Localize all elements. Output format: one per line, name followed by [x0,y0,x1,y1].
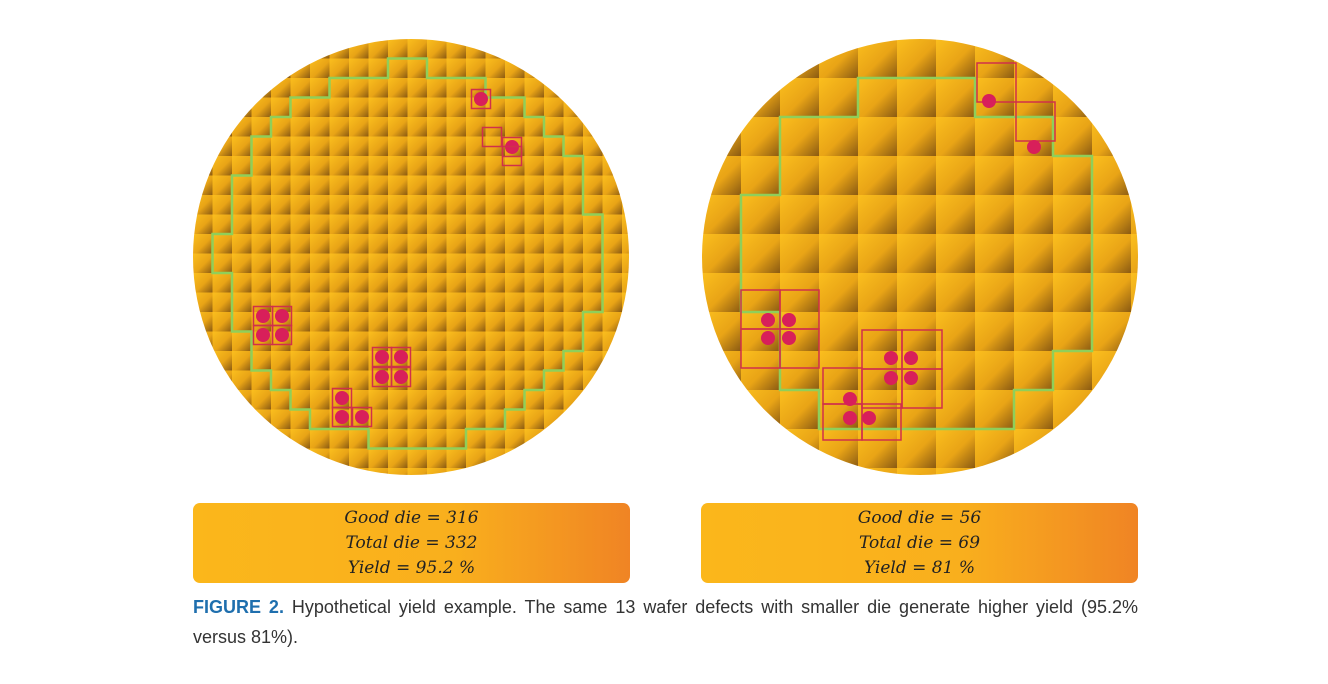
defect [256,328,270,342]
result-box: Good die = 316 Total die = 332 Yield = 9… [193,503,630,583]
failed-die [470,88,492,110]
failed-die [976,62,1017,103]
defect [884,351,898,365]
usable-boundary [739,76,1094,431]
failed-die [861,403,902,441]
wafer-small-die [193,39,629,475]
good-die: Good die = 56 [857,507,982,528]
failed-die [271,324,293,346]
yield: Yield = 95.2 % [347,557,476,578]
caption-text: Hypothetical yield example. The same 13 … [193,597,1138,647]
failed-die [901,368,943,409]
total-die: Total die = 69 [858,532,981,553]
defect [904,371,918,385]
defect [884,371,898,385]
caption: FIGURE 2. Hypothetical yield example. Th… [193,592,1138,652]
good-die: Good die = 316 [344,507,479,528]
defect [1027,140,1041,154]
defect [761,331,775,345]
failed-die [390,346,412,368]
failed-die [351,406,373,428]
yield: Yield = 81 % [864,557,975,578]
defect [904,351,918,365]
figure [193,39,1138,475]
failed-die [779,328,820,369]
defect [394,350,408,364]
wafer-large-die [702,39,1138,475]
defect [782,331,796,345]
defect [862,411,876,425]
caption-label: FIGURE 2. [193,597,284,617]
defect [782,313,796,327]
defect [982,94,996,108]
result-box: Good die = 56 Total die = 69 Yield = 81 … [701,503,1138,583]
defect [843,411,857,425]
defect [355,410,369,424]
defect [375,370,389,384]
failed-die [501,145,523,167]
total-die: Total die = 332 [345,532,478,553]
defect [843,392,857,406]
usable-boundary [211,57,604,450]
defect [256,309,270,323]
defect [275,309,289,323]
defect [335,391,349,405]
defect [375,350,389,364]
failed-die [390,366,412,388]
defect [761,313,775,327]
defect [275,328,289,342]
defect [394,370,408,384]
failed-die [481,126,503,148]
defect [335,410,349,424]
defect [474,92,488,106]
failed-die [331,406,353,428]
